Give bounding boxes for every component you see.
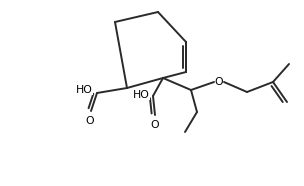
Text: O: O [86, 116, 94, 126]
Text: O: O [215, 77, 223, 87]
Text: HO: HO [133, 90, 150, 100]
Text: HO: HO [76, 85, 93, 95]
Text: O: O [151, 120, 159, 130]
